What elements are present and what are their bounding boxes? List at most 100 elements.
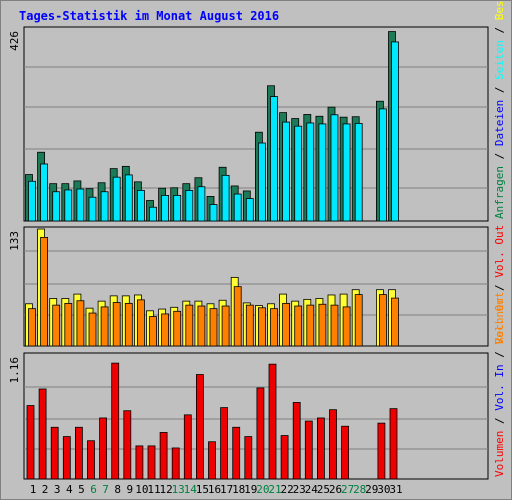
bar-bottom-volumen-22 bbox=[280, 435, 289, 480]
bar-top-dateien-18 bbox=[233, 193, 242, 222]
bar-top-dateien-25 bbox=[318, 123, 327, 222]
x-tick-label-day-17: 17 bbox=[220, 483, 233, 496]
x-tick-label-day-10: 10 bbox=[135, 483, 148, 496]
bar-bottom-volumen-31 bbox=[389, 408, 398, 480]
bar-middle-rechner-30 bbox=[378, 294, 387, 347]
x-tick-label-day-30: 30 bbox=[377, 483, 390, 496]
x-tick-label-day-31: 31 bbox=[389, 483, 402, 496]
x-tick-label-day-18: 18 bbox=[232, 483, 245, 496]
bar-middle-rechner-23 bbox=[294, 305, 303, 347]
bar-middle-rechner-19 bbox=[245, 304, 254, 347]
bar-top-dateien-14 bbox=[185, 189, 194, 222]
bar-middle-rechner-28 bbox=[354, 294, 363, 347]
legend-item: Dateien bbox=[493, 100, 506, 146]
legend-bottom: Volumen / Vol. In / Vol. Out bbox=[493, 292, 506, 477]
legend-item: / bbox=[493, 278, 506, 298]
x-tick-label-day-22: 22 bbox=[280, 483, 293, 496]
legend-item: Vol. Out bbox=[493, 225, 506, 278]
bar-middle-rechner-18 bbox=[233, 286, 242, 347]
legend-item: Rechner bbox=[493, 297, 506, 344]
panel-middle: 133 Rechner / Vol. Out bbox=[8, 225, 506, 347]
bar-bottom-volumen-5 bbox=[75, 426, 83, 480]
bar-bottom-volumen-3 bbox=[50, 426, 59, 480]
bar-middle-rechner-10 bbox=[136, 299, 145, 347]
x-tick-label-day-3: 3 bbox=[54, 483, 61, 496]
bar-top-dateien-23 bbox=[294, 125, 303, 222]
x-tick-label-day-7: 7 bbox=[102, 483, 109, 496]
bar-top-dateien-20 bbox=[257, 142, 266, 222]
bar-top-dateien-6 bbox=[88, 196, 97, 222]
legend-item: Volumen bbox=[493, 431, 506, 477]
bar-top-dateien-8 bbox=[112, 176, 121, 222]
bar-bottom-volumen-21 bbox=[268, 363, 277, 480]
bar-middle-rechner-27 bbox=[342, 306, 351, 347]
x-tick-label-day-29: 29 bbox=[365, 483, 378, 496]
bar-middle-rechner-25 bbox=[318, 303, 327, 347]
bar-bottom-volumen-6 bbox=[87, 440, 95, 480]
y-max-label: 1.16 bbox=[8, 357, 21, 384]
y-max-label: 133 bbox=[8, 231, 21, 251]
x-tick-label-day-6: 6 bbox=[90, 483, 97, 496]
bar-bottom-volumen-26 bbox=[329, 409, 337, 480]
bar-bottom-volumen-10 bbox=[135, 445, 144, 480]
bar-middle-rechner-2 bbox=[40, 236, 48, 347]
legend-item: Anfragen bbox=[493, 166, 506, 219]
x-tick-label-day-5: 5 bbox=[78, 483, 85, 496]
bar-bottom-volumen-9 bbox=[123, 410, 132, 480]
x-tick-label-day-14: 14 bbox=[184, 483, 198, 496]
bar-bottom-volumen-30 bbox=[377, 422, 386, 480]
bar-middle-rechner-14 bbox=[185, 304, 194, 347]
bar-bottom-volumen-15 bbox=[195, 374, 204, 480]
bar-top-dateien-10 bbox=[136, 189, 145, 222]
bar-middle-rechner-3 bbox=[52, 304, 61, 347]
x-tick-label-day-11: 11 bbox=[147, 483, 160, 496]
bar-top-dateien-2 bbox=[40, 163, 48, 222]
x-tick-label-day-20: 20 bbox=[256, 483, 269, 496]
bar-middle-rechner-20 bbox=[257, 307, 266, 347]
bar-top-dateien-12 bbox=[161, 194, 170, 222]
bar-top-dateien-5 bbox=[76, 188, 85, 222]
legend-item: Vol. In bbox=[493, 364, 506, 410]
bar-middle-rechner-11 bbox=[149, 316, 157, 347]
bar-bottom-volumen-19 bbox=[244, 436, 253, 480]
bar-top-dateien-19 bbox=[245, 198, 254, 222]
bar-top-dateien-16 bbox=[209, 204, 218, 222]
bar-top-dateien-11 bbox=[149, 206, 157, 222]
bar-middle-rechner-5 bbox=[76, 300, 85, 347]
bar-middle-rechner-1 bbox=[28, 308, 36, 347]
bar-middle-rechner-6 bbox=[88, 312, 97, 347]
bar-bottom-volumen-25 bbox=[316, 417, 325, 480]
bar-bottom-volumen-18 bbox=[232, 426, 241, 480]
chart-title: Tages-Statistik im Monat August 2016 bbox=[19, 9, 279, 23]
bar-top-dateien-21 bbox=[270, 96, 278, 222]
x-tick-label-day-2: 2 bbox=[42, 483, 49, 496]
bar-top-dateien-7 bbox=[100, 191, 109, 222]
legend-item: / bbox=[493, 20, 506, 40]
bar-middle-rechner-8 bbox=[112, 302, 121, 347]
x-tick-label-day-19: 19 bbox=[244, 483, 257, 496]
x-tick-label-day-24: 24 bbox=[305, 483, 319, 496]
legend-item: Seiten bbox=[493, 40, 506, 80]
x-tick-label-day-12: 12 bbox=[159, 483, 172, 496]
bar-middle-rechner-13 bbox=[173, 310, 182, 347]
x-tick-label-day-26: 26 bbox=[329, 483, 342, 496]
x-tick-label-day-28: 28 bbox=[353, 483, 366, 496]
bar-bottom-volumen-1 bbox=[26, 405, 35, 480]
bar-top-dateien-15 bbox=[197, 186, 206, 222]
bar-bottom-volumen-4 bbox=[62, 436, 71, 480]
bar-middle-rechner-26 bbox=[330, 304, 339, 347]
x-tick-label-day-9: 9 bbox=[126, 483, 133, 496]
bar-middle-rechner-24 bbox=[306, 304, 315, 347]
legend-item: Besuche bbox=[493, 0, 506, 20]
bar-bottom-volumen-14 bbox=[183, 414, 192, 480]
bar-top-dateien-3 bbox=[52, 191, 61, 222]
bar-bottom-volumen-16 bbox=[208, 441, 216, 480]
x-tick-label-day-25: 25 bbox=[317, 483, 330, 496]
panel-top: 426 Anfragen / Dateien / Seiten / Besuche bbox=[8, 0, 506, 222]
bar-top-dateien-24 bbox=[306, 122, 315, 222]
x-tick-label-day-8: 8 bbox=[114, 483, 121, 496]
bar-bottom-volumen-8 bbox=[111, 362, 120, 480]
bar-middle-rechner-17 bbox=[221, 305, 230, 347]
bar-top-dateien-17 bbox=[221, 174, 230, 222]
